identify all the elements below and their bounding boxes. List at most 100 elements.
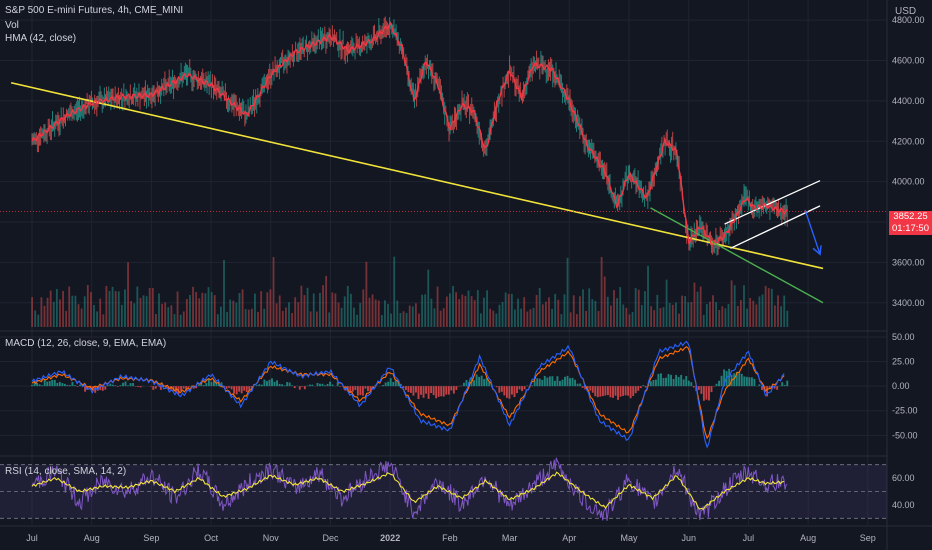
price-axis-tick: 3600.00 — [892, 257, 925, 267]
volume-bar — [690, 302, 693, 327]
volume-bar — [566, 257, 569, 327]
macd-hist-bar — [61, 383, 64, 387]
volume-bar — [535, 295, 538, 327]
volume-bar — [619, 287, 622, 327]
volume-bar — [269, 289, 272, 327]
macd-hist-bar — [437, 386, 440, 397]
volume-bar — [102, 314, 105, 327]
macd-hist-bar — [101, 386, 104, 391]
volume-bar — [755, 304, 758, 327]
volume-bar — [770, 288, 773, 327]
macd-hist-bar — [225, 386, 228, 389]
volume-bar — [49, 290, 52, 327]
price-axis-tick: 3400.00 — [892, 298, 925, 308]
macd-hist-bar — [581, 386, 584, 388]
volume-bar — [668, 303, 671, 327]
time-axis-tick: 2022 — [380, 533, 400, 543]
volume-bar — [495, 313, 498, 327]
macd-hist-bar — [159, 386, 162, 390]
macd-hist-bar — [586, 386, 589, 389]
macd-hist-bar — [531, 385, 534, 387]
volume-bar — [523, 297, 526, 327]
volume-bar — [557, 299, 560, 327]
macd-hist-bar — [409, 386, 412, 393]
last-price-badge: 3852.25 01:17:50 — [889, 211, 932, 235]
macd-hist-bar — [104, 386, 107, 390]
macd-hist-bar — [248, 386, 251, 392]
macd-hist-bar — [369, 386, 372, 392]
macd-axis-tick: 50.00 — [892, 332, 915, 342]
macd-hist-bar — [720, 375, 723, 387]
volume-bar — [250, 308, 253, 327]
macd-hist-bar — [74, 385, 76, 387]
volume-bar — [563, 294, 566, 327]
macd-hist-bar — [450, 386, 453, 391]
macd-hist-bar — [654, 379, 657, 387]
macd-hist-bar — [718, 380, 721, 387]
volume-bar — [464, 295, 467, 327]
macd-hist-bar — [139, 386, 142, 388]
macd-hist-bar — [478, 376, 481, 387]
volume-bar — [458, 299, 461, 327]
macd-hist-bar — [735, 371, 738, 387]
volume-bar — [727, 303, 730, 327]
macd-hist-bar — [205, 383, 208, 387]
volume-bar — [544, 301, 547, 327]
macd-hist-bar — [609, 386, 612, 398]
macd-hist-bar — [260, 384, 263, 387]
macd-hist-bar — [402, 386, 405, 388]
legend-vol: Vol — [5, 20, 19, 31]
volume-bar — [777, 295, 779, 327]
macd-hist-bar — [440, 386, 443, 397]
volume-bar — [182, 311, 185, 327]
volume-bar — [96, 311, 98, 327]
macd-hist-bar — [743, 376, 746, 387]
macd-hist-bar — [235, 386, 238, 395]
time-axis-tick: Apr — [562, 533, 576, 543]
macd-hist-bar — [483, 379, 486, 387]
macd-hist-bar — [740, 373, 743, 387]
volume-bar — [77, 304, 80, 327]
volume-bar — [436, 286, 439, 327]
volume-bar — [365, 261, 368, 327]
macd-hist-bar — [455, 386, 458, 390]
volume-bar — [424, 294, 427, 327]
volume-bar — [718, 310, 721, 327]
volume-bar — [739, 300, 742, 327]
macd-hist-bar — [286, 382, 289, 387]
macd-hist-bar — [422, 386, 425, 398]
macd-hist-bar — [687, 380, 690, 387]
macd-hist-bar — [351, 386, 354, 392]
volume-bar — [743, 285, 745, 327]
volume-bar — [334, 293, 337, 327]
volume-bar — [374, 299, 377, 327]
volume-bar — [721, 306, 724, 327]
volume-bar — [418, 313, 420, 327]
macd-hist-bar — [250, 386, 253, 391]
macd-hist-bar — [591, 386, 594, 393]
volume-bar — [201, 292, 204, 327]
macd-hist-bar — [564, 376, 566, 387]
volume-bar — [161, 303, 163, 327]
volume-bar — [414, 303, 417, 327]
volume-bar — [603, 276, 606, 327]
volume-bar — [705, 304, 708, 327]
macd-hist-bar — [606, 386, 609, 396]
arrow-head — [812, 245, 822, 256]
macd-hist-bar — [271, 378, 273, 387]
volume-bar — [210, 291, 213, 327]
volume-bar — [514, 309, 516, 327]
volume-bar — [34, 310, 37, 327]
rsi-ma-line — [31, 471, 785, 511]
volume-bar — [37, 314, 40, 327]
volume-bar — [254, 293, 256, 327]
volume-bar — [486, 290, 488, 327]
macd-hist-bar — [281, 384, 284, 387]
volume-bar — [43, 305, 46, 327]
volume-bar — [86, 285, 89, 327]
volume-bar — [176, 291, 179, 327]
macd-hist-bar — [399, 383, 402, 387]
volume-bar — [340, 307, 343, 327]
macd-hist-bar — [773, 386, 776, 389]
